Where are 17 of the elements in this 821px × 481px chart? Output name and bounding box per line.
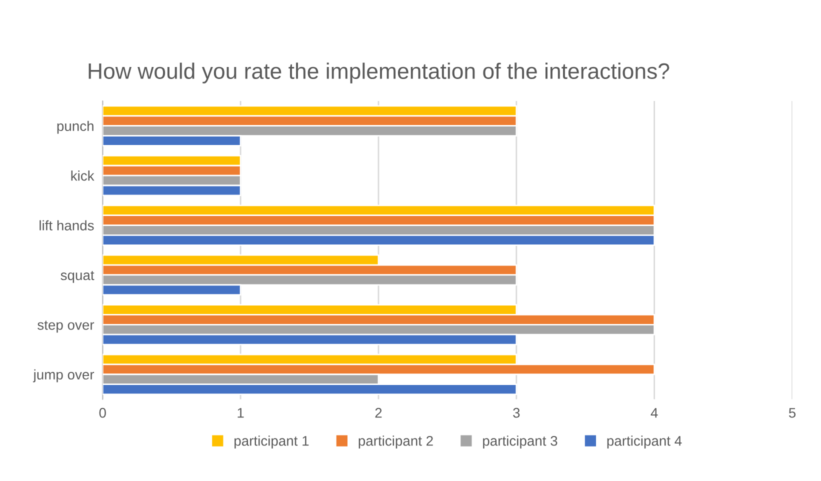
- legend-label: participant 4: [607, 436, 682, 449]
- y-tick-label: step over: [38, 320, 94, 333]
- legend-label: participant 3: [483, 436, 558, 449]
- x-tick-label: 4: [650, 408, 658, 418]
- y-tick-label: kick: [71, 170, 94, 181]
- x-tick-label: 1: [238, 408, 244, 418]
- x-tick-label: 3: [513, 408, 520, 418]
- legend-label: participant 2: [358, 436, 433, 449]
- x-tick-label: 0: [99, 408, 106, 418]
- y-tick-label: jump over: [32, 369, 94, 382]
- y-tick-label: lift hands: [40, 220, 94, 230]
- chart-title: How would you rate the implementation of the interactions?: [88, 62, 670, 84]
- y-tick-label: punch: [57, 120, 94, 134]
- x-tick-label: 5: [788, 408, 796, 418]
- x-tick-label: 2: [375, 408, 382, 418]
- legend-label: participant 1: [234, 436, 309, 449]
- y-tick-label: squat: [60, 271, 94, 283]
